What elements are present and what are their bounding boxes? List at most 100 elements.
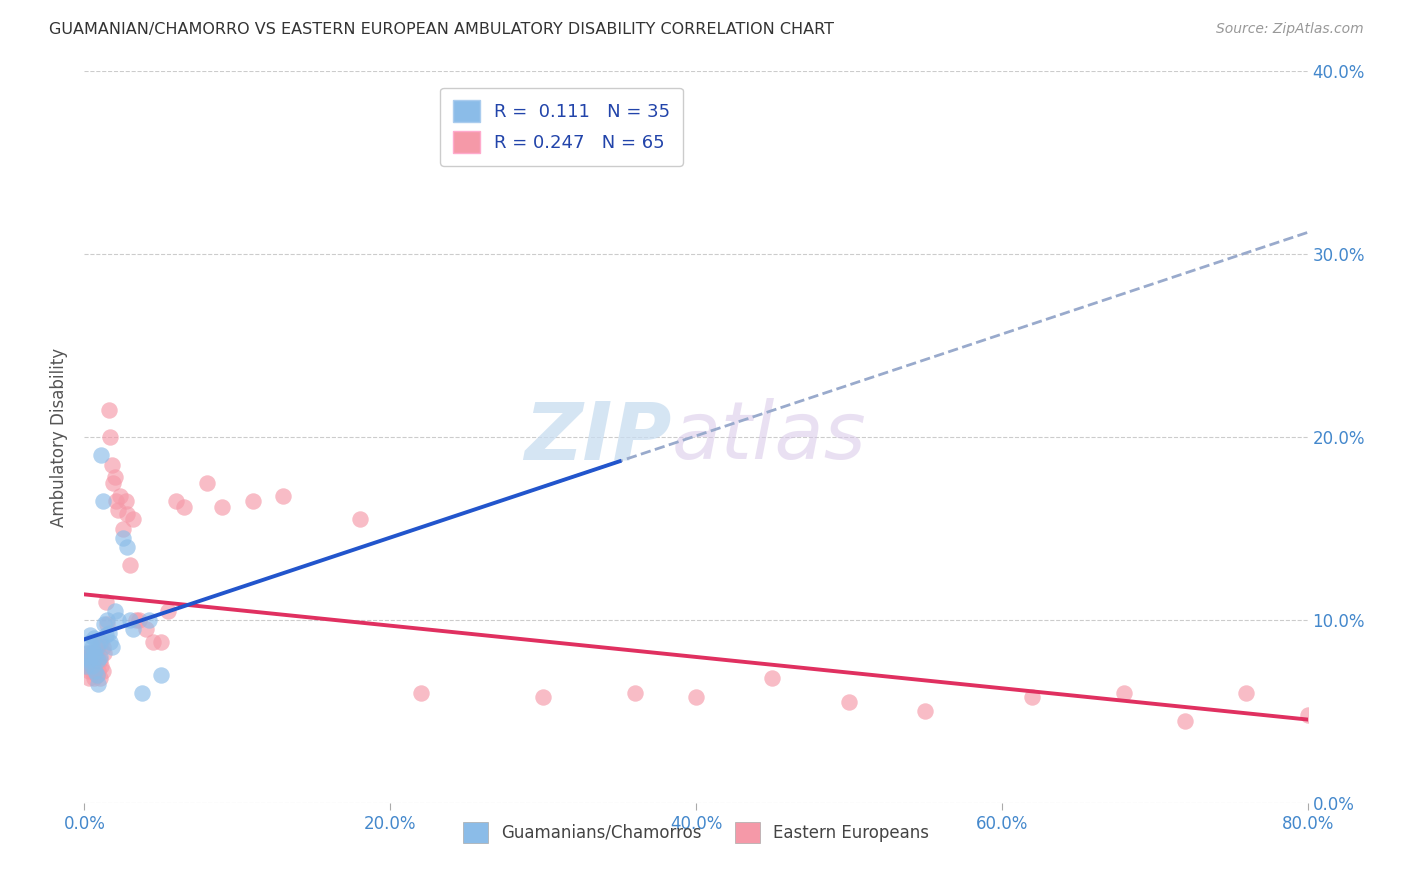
Point	[104, 604, 127, 618]
Point	[128, 613, 150, 627]
Point	[84, 649, 107, 664]
Point	[91, 664, 114, 678]
Point	[101, 458, 124, 472]
Text: Source: ZipAtlas.com: Source: ZipAtlas.com	[1216, 22, 1364, 37]
Point	[195, 475, 218, 490]
Point	[98, 430, 121, 444]
Point	[761, 672, 783, 686]
Point	[84, 664, 107, 678]
Point	[349, 512, 371, 526]
Point	[131, 686, 153, 700]
Point	[120, 558, 142, 573]
Point	[1021, 690, 1043, 704]
Point	[149, 667, 172, 681]
Point	[97, 402, 120, 417]
Point	[83, 653, 105, 667]
Text: atlas: atlas	[672, 398, 866, 476]
Point	[111, 531, 134, 545]
Point	[86, 640, 108, 655]
Point	[75, 649, 97, 664]
Point	[125, 613, 148, 627]
Point	[96, 613, 118, 627]
Point	[114, 494, 136, 508]
Point	[75, 658, 97, 673]
Y-axis label: Ambulatory Disability: Ambulatory Disability	[51, 348, 69, 526]
Point	[142, 635, 165, 649]
Point	[97, 625, 120, 640]
Point	[84, 646, 107, 660]
Text: ZIP: ZIP	[524, 398, 672, 476]
Point	[77, 664, 100, 678]
Point	[96, 616, 118, 631]
Point	[91, 640, 114, 655]
Point	[242, 494, 264, 508]
Point	[83, 672, 105, 686]
Point	[122, 622, 145, 636]
Legend: Guamanians/Chamorros, Eastern Europeans: Guamanians/Chamorros, Eastern Europeans	[456, 815, 936, 849]
Point	[103, 475, 125, 490]
Point	[89, 635, 111, 649]
Point	[80, 664, 103, 678]
Point	[122, 512, 145, 526]
Point	[80, 646, 103, 660]
Point	[87, 640, 110, 655]
Point	[77, 672, 100, 686]
Point	[838, 695, 860, 709]
Point	[79, 658, 101, 673]
Point	[914, 705, 936, 719]
Point	[1236, 686, 1258, 700]
Point	[79, 635, 101, 649]
Point	[87, 653, 110, 667]
Point	[98, 635, 121, 649]
Point	[115, 540, 138, 554]
Point	[157, 604, 180, 618]
Point	[77, 653, 100, 667]
Point	[94, 627, 117, 641]
Point	[79, 627, 101, 641]
Point	[89, 649, 111, 664]
Point	[93, 646, 115, 660]
Point	[80, 658, 103, 673]
Text: GUAMANIAN/CHAMORRO VS EASTERN EUROPEAN AMBULATORY DISABILITY CORRELATION CHART: GUAMANIAN/CHAMORRO VS EASTERN EUROPEAN A…	[49, 22, 834, 37]
Point	[76, 653, 98, 667]
Point	[685, 690, 707, 704]
Point	[86, 667, 108, 681]
Point	[90, 658, 112, 673]
Point	[91, 494, 114, 508]
Point	[138, 613, 160, 627]
Point	[1174, 714, 1197, 728]
Point	[87, 664, 110, 678]
Point	[77, 646, 100, 660]
Point	[531, 690, 554, 704]
Point	[101, 640, 124, 655]
Point	[76, 649, 98, 664]
Point	[211, 500, 233, 514]
Point	[104, 470, 127, 484]
Point	[1296, 708, 1319, 723]
Point	[84, 664, 107, 678]
Point	[107, 613, 129, 627]
Point	[79, 649, 101, 664]
Point	[93, 616, 115, 631]
Point	[271, 489, 294, 503]
Point	[90, 635, 112, 649]
Point	[105, 494, 128, 508]
Point	[165, 494, 187, 508]
Point	[173, 500, 195, 514]
Point	[80, 640, 103, 655]
Point	[108, 489, 131, 503]
Point	[89, 672, 111, 686]
Point	[111, 521, 134, 535]
Point	[1114, 686, 1136, 700]
Point	[624, 686, 647, 700]
Point	[87, 677, 110, 691]
Point	[135, 622, 157, 636]
Point	[86, 667, 108, 681]
Point	[149, 635, 172, 649]
Point	[94, 594, 117, 608]
Point	[76, 646, 98, 660]
Point	[90, 448, 112, 462]
Point	[120, 613, 142, 627]
Point	[107, 503, 129, 517]
Point	[409, 686, 432, 700]
